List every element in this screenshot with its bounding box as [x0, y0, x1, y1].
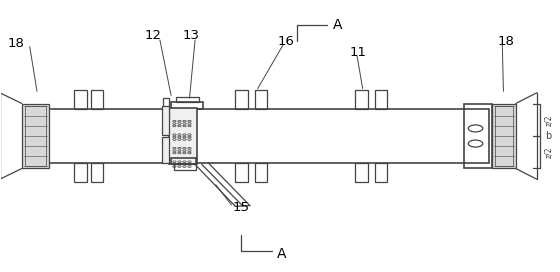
- Bar: [255, 90, 267, 109]
- Bar: [464, 104, 492, 168]
- Bar: [495, 106, 513, 166]
- Bar: [375, 90, 388, 109]
- Text: 15: 15: [232, 201, 250, 214]
- Text: 11: 11: [349, 46, 367, 58]
- Bar: [171, 159, 196, 164]
- Bar: [375, 163, 388, 182]
- Text: 13: 13: [182, 29, 199, 42]
- Text: 12: 12: [144, 29, 162, 42]
- Bar: [171, 102, 203, 109]
- Bar: [175, 97, 199, 102]
- Bar: [91, 163, 104, 182]
- Text: 18: 18: [8, 38, 25, 51]
- Text: z/2: z/2: [544, 114, 553, 125]
- Bar: [163, 98, 169, 120]
- Text: z/2: z/2: [544, 147, 553, 158]
- Bar: [235, 90, 248, 109]
- Bar: [174, 164, 196, 170]
- Bar: [74, 163, 87, 182]
- Bar: [255, 163, 267, 182]
- Bar: [162, 106, 169, 135]
- Bar: [356, 90, 368, 109]
- Text: A: A: [277, 247, 287, 261]
- Bar: [91, 90, 104, 109]
- Text: A: A: [333, 18, 343, 32]
- Bar: [25, 106, 46, 166]
- Bar: [48, 109, 489, 163]
- Bar: [74, 90, 87, 109]
- Bar: [22, 104, 49, 168]
- Text: 16: 16: [277, 35, 294, 48]
- Text: 18: 18: [498, 35, 515, 48]
- Bar: [492, 104, 516, 168]
- Bar: [235, 163, 248, 182]
- Bar: [162, 137, 169, 163]
- Bar: [169, 108, 197, 164]
- Bar: [356, 163, 368, 182]
- Text: b: b: [545, 131, 551, 141]
